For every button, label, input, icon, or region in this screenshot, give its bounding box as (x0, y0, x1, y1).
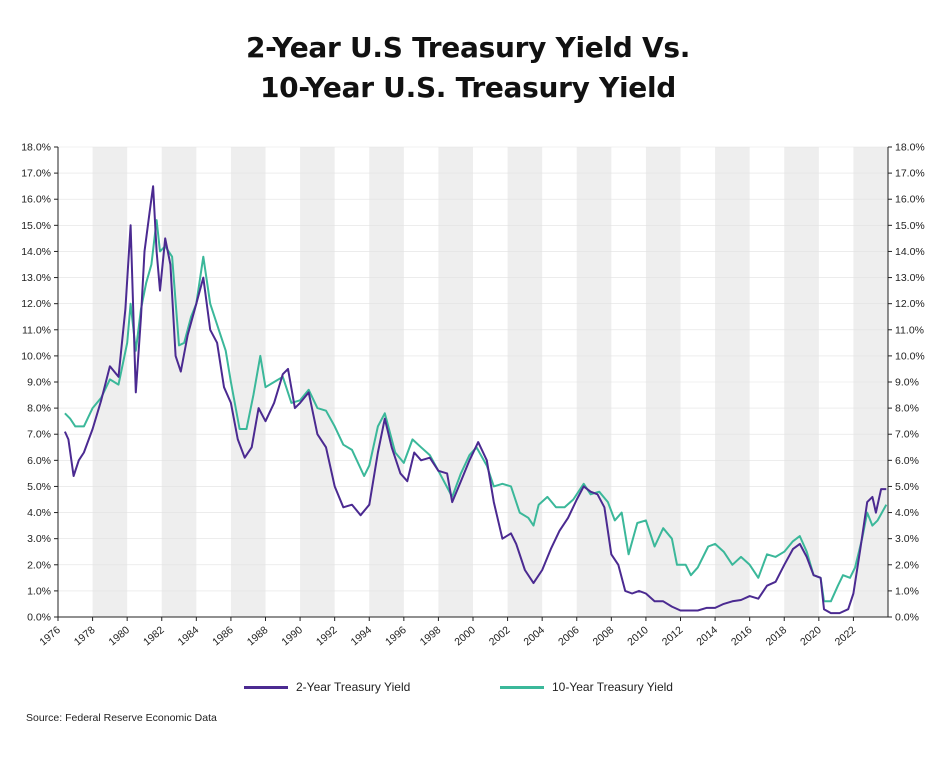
y-tick-label-right: 8.0% (895, 403, 919, 415)
y-tick-label-left: 11.0% (22, 324, 51, 336)
chart-title: 2-Year U.S Treasury Yield Vs. 10-Year U.… (0, 28, 936, 108)
x-tick-label: 1998 (418, 624, 444, 648)
y-tick-label-right: 10.0% (895, 350, 925, 362)
y-tick-label-left: 2.0% (27, 559, 51, 571)
x-tick-label: 1994 (349, 624, 375, 648)
y-tick-label-right: 6.0% (895, 455, 919, 467)
y-tick-label-left: 12.0% (21, 298, 51, 310)
legend-item-10-year: 10-Year Treasury Yield (500, 680, 673, 694)
x-tick-label: 2018 (764, 624, 790, 648)
y-tick-label-right: 14.0% (895, 246, 925, 258)
x-tick-label: 1976 (37, 624, 63, 648)
y-tick-label-right: 3.0% (895, 533, 919, 545)
x-tick-label: 1982 (141, 624, 167, 648)
y-tick-label-left: 13.0% (21, 272, 51, 284)
y-tick-label-left: 8.0% (27, 403, 51, 415)
chart-title-line-2: 10-Year U.S. Treasury Yield (259, 71, 677, 104)
y-tick-label-right: 5.0% (895, 481, 919, 493)
x-tick-label: 2000 (452, 624, 478, 648)
y-tick-label-left: 18.0% (21, 142, 51, 154)
x-tick-label: 2010 (625, 624, 651, 648)
x-tick-label: 2006 (556, 624, 582, 648)
y-tick-label-right: 1.0% (895, 585, 919, 597)
y-tick-label-left: 14.0% (21, 246, 51, 258)
legend-label-2-year: 2-Year Treasury Yield (296, 680, 411, 694)
x-tick-label: 2016 (729, 624, 755, 648)
y-tick-label-left: 5.0% (27, 481, 51, 493)
x-tick-label: 2004 (521, 624, 547, 648)
y-tick-label-right: 16.0% (895, 194, 925, 206)
y-tick-label-left: 9.0% (27, 377, 51, 389)
x-tick-label: 2022 (833, 624, 859, 648)
series-line-2-year (63, 185, 887, 615)
x-axis-ticks: 1976 1978 1980 1982 1984 1986 1988 1990 1992 1994… (37, 617, 858, 648)
y-tick-label-left: 4.0% (27, 507, 51, 519)
x-tick-label: 2012 (660, 624, 686, 648)
y-axis-right-ticks: 0.0% 1.0% 2.0% 3.0% 4.0% 5.0% 6.0% 7.0% 8.0% 9.0%… (888, 142, 925, 624)
y-tick-label-left: 3.0% (27, 533, 51, 545)
y-tick-label-right: 2.0% (895, 559, 919, 571)
y-tick-label-right: 4.0% (895, 507, 919, 519)
legend-swatch-10-year (500, 685, 544, 689)
series-lines (63, 185, 888, 615)
x-tick-label: 1990 (279, 624, 305, 648)
y-tick-label-right: 18.0% (895, 142, 925, 154)
y-tick-label-right: 11.0% (895, 324, 924, 336)
y-tick-label-right: 12.0% (895, 298, 925, 310)
x-tick-label: 1986 (210, 624, 236, 648)
x-tick-label: 1978 (72, 624, 98, 648)
y-axis-left-ticks: 0.0% 1.0% 2.0% 3.0% 4.0% 5.0% 6.0% 7.0% 8.0% 9.0%… (21, 142, 58, 624)
chart-title-line-1: 2-Year U.S Treasury Yield Vs. (245, 31, 691, 64)
source-note: Source: Federal Reserve Economic Data (26, 712, 217, 724)
y-tick-label-right: 0.0% (895, 612, 919, 624)
legend-swatch-2-year (244, 685, 288, 689)
y-tick-label-right: 7.0% (895, 429, 919, 441)
y-tick-label-left: 1.0% (27, 585, 51, 597)
y-tick-label-right: 13.0% (895, 272, 925, 284)
y-tick-label-right: 15.0% (895, 220, 925, 232)
x-tick-label: 2008 (591, 624, 617, 648)
x-tick-label: 1996 (383, 624, 409, 648)
x-tick-label: 1988 (245, 624, 271, 648)
x-tick-label: 1980 (106, 624, 132, 648)
x-tick-label: 2014 (694, 624, 720, 648)
y-tick-label-right: 9.0% (895, 377, 919, 389)
y-tick-label-left: 15.0% (21, 220, 51, 232)
y-tick-label-left: 10.0% (21, 350, 51, 362)
legend-label-10-year: 10-Year Treasury Yield (552, 680, 673, 694)
y-tick-label-left: 16.0% (21, 194, 51, 206)
x-tick-label: 1992 (314, 624, 340, 648)
y-tick-label-left: 6.0% (27, 455, 51, 467)
y-tick-label-left: 7.0% (27, 429, 51, 441)
x-tick-label: 2020 (798, 624, 824, 648)
horizontal-gridlines (58, 146, 888, 592)
y-tick-label-left: 0.0% (27, 612, 51, 624)
x-tick-label: 1984 (176, 624, 202, 648)
y-tick-label-right: 17.0% (895, 168, 925, 180)
y-tick-label-left: 17.0% (21, 168, 51, 180)
x-tick-label: 2002 (487, 624, 513, 648)
legend-item-2-year: 2-Year Treasury Yield (244, 680, 410, 694)
